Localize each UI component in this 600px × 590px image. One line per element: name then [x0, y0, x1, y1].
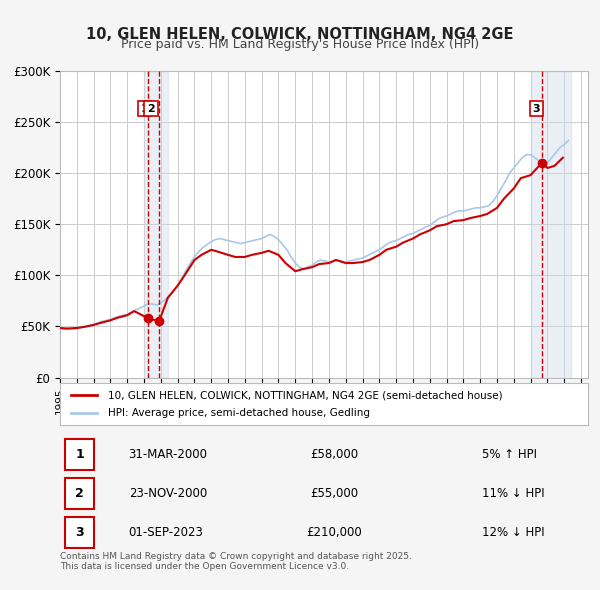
FancyBboxPatch shape — [65, 517, 94, 548]
Text: 11% ↓ HPI: 11% ↓ HPI — [482, 487, 545, 500]
Text: Contains HM Land Registry data © Crown copyright and database right 2025.
This d: Contains HM Land Registry data © Crown c… — [60, 552, 412, 571]
Text: £55,000: £55,000 — [310, 487, 359, 500]
Text: 1: 1 — [75, 448, 84, 461]
Text: £210,000: £210,000 — [307, 526, 362, 539]
Text: 2: 2 — [75, 487, 84, 500]
Text: 10, GLEN HELEN, COLWICK, NOTTINGHAM, NG4 2GE (semi-detached house): 10, GLEN HELEN, COLWICK, NOTTINGHAM, NG4… — [107, 390, 502, 400]
Text: Price paid vs. HM Land Registry's House Price Index (HPI): Price paid vs. HM Land Registry's House … — [121, 38, 479, 51]
Text: 2: 2 — [147, 104, 155, 114]
Text: 12% ↓ HPI: 12% ↓ HPI — [482, 526, 545, 539]
Text: £58,000: £58,000 — [310, 448, 359, 461]
FancyBboxPatch shape — [65, 439, 94, 470]
Text: 10, GLEN HELEN, COLWICK, NOTTINGHAM, NG4 2GE: 10, GLEN HELEN, COLWICK, NOTTINGHAM, NG4… — [86, 27, 514, 41]
FancyBboxPatch shape — [65, 478, 94, 509]
Text: 1: 1 — [140, 104, 148, 114]
Text: HPI: Average price, semi-detached house, Gedling: HPI: Average price, semi-detached house,… — [107, 408, 370, 418]
Text: 3: 3 — [532, 104, 540, 114]
Text: 23-NOV-2000: 23-NOV-2000 — [128, 487, 207, 500]
Text: 3: 3 — [75, 526, 84, 539]
Text: 31-MAR-2000: 31-MAR-2000 — [128, 448, 208, 461]
Bar — [144, 71, 168, 378]
Text: 01-SEP-2023: 01-SEP-2023 — [128, 526, 203, 539]
Bar — [530, 71, 571, 378]
Text: 5% ↑ HPI: 5% ↑ HPI — [482, 448, 538, 461]
